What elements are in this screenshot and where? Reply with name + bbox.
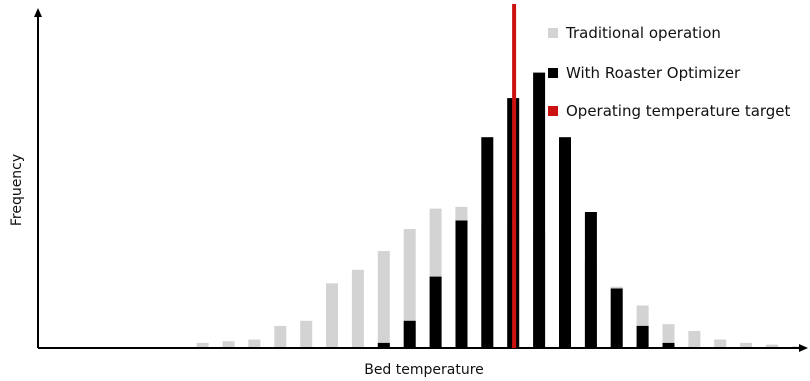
bar-optimizer xyxy=(429,276,442,348)
bar-optimizer xyxy=(584,212,597,348)
bar-traditional xyxy=(662,324,675,348)
bar-optimizer xyxy=(533,72,546,348)
bar-traditional xyxy=(222,341,235,348)
bar-traditional xyxy=(196,342,209,348)
bar-traditional xyxy=(351,269,364,348)
x-axis-label: Bed temperature xyxy=(364,362,484,378)
y-axis-arrow xyxy=(34,8,42,17)
bar-optimizer xyxy=(403,320,416,348)
bar-traditional xyxy=(714,339,727,348)
bar-traditional xyxy=(274,325,287,348)
legend-swatch-traditional xyxy=(548,28,558,38)
legend-label-traditional: Traditional operation xyxy=(565,24,721,42)
bar-traditional xyxy=(766,344,778,348)
bar-traditional xyxy=(377,251,390,348)
y-axis-label: Frequency xyxy=(9,154,25,226)
bar-optimizer xyxy=(559,137,571,348)
legend: Traditional operation With Roaster Optim… xyxy=(548,24,791,120)
bar-optimizer xyxy=(377,342,390,348)
bar-optimizer xyxy=(481,137,494,348)
bar-optimizer xyxy=(455,220,468,348)
bar-traditional xyxy=(688,331,701,348)
legend-swatch-target xyxy=(548,106,558,116)
legend-label-optimizer: With Roaster Optimizer xyxy=(566,64,741,82)
x-axis-arrow xyxy=(799,344,808,352)
legend-label-target: Operating temperature target xyxy=(566,102,791,120)
bar-optimizer xyxy=(636,325,649,348)
bar-optimizer xyxy=(610,288,623,348)
bar-optimizer xyxy=(662,342,675,348)
bar-traditional xyxy=(326,283,338,348)
legend-swatch-optimizer xyxy=(548,68,558,78)
bar-traditional xyxy=(403,229,416,348)
bar-traditional xyxy=(248,339,261,348)
bar-traditional xyxy=(740,342,753,348)
bar-traditional xyxy=(300,320,313,348)
